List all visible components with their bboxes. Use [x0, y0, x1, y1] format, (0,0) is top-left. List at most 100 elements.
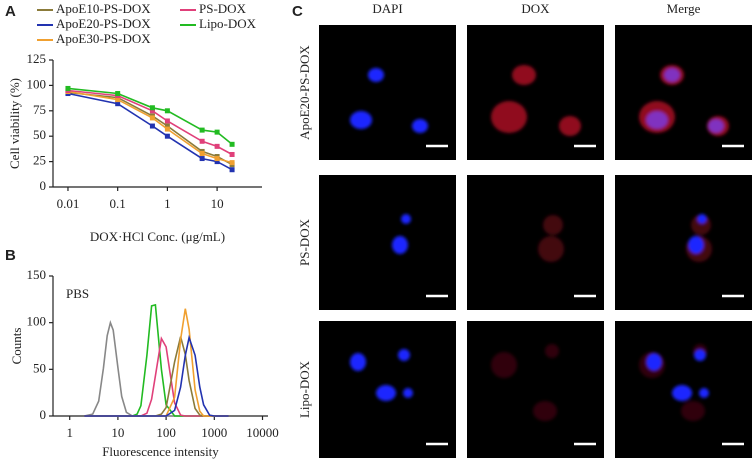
data-point [214, 159, 220, 165]
cells [538, 215, 564, 262]
nucleus [699, 388, 709, 398]
legend-label: PS-DOX [199, 1, 247, 16]
nucleus [697, 214, 707, 224]
nucleus [708, 119, 724, 133]
data-point [214, 129, 220, 135]
row-label: Lipo-DOX [297, 360, 312, 418]
cell-red [559, 116, 581, 136]
x-tick-label: 10000 [246, 425, 279, 440]
x-tick-label: 0.01 [57, 196, 80, 211]
cell-red [533, 401, 557, 421]
nucleus [412, 119, 428, 133]
nucleus [403, 388, 413, 398]
cell-red [681, 401, 705, 421]
y-axis-label: Cell viability (%) [7, 78, 22, 169]
cell-red [512, 65, 536, 85]
data-point [199, 156, 205, 162]
cells [686, 214, 712, 262]
data-point [149, 105, 155, 111]
nucleus [350, 353, 366, 371]
data-point [164, 123, 170, 129]
micrograph [319, 175, 456, 310]
y-tick-label: 125 [27, 51, 47, 66]
nucleus [694, 349, 706, 361]
cells [491, 65, 581, 136]
cell-red [491, 352, 517, 378]
y-tick-label: 25 [33, 153, 46, 168]
series-line [84, 334, 229, 417]
data-point [164, 108, 170, 114]
cells [350, 68, 428, 133]
y-tick-label: 150 [27, 267, 47, 282]
micrograph [615, 175, 752, 310]
micrograph [615, 25, 752, 160]
x-tick-label: 1000 [201, 425, 227, 440]
data-point [229, 141, 235, 147]
data-point [229, 167, 235, 173]
x-axis-label: DOX·HCl Conc. (μg/mL) [90, 229, 225, 244]
legend-label: Lipo-DOX [199, 16, 257, 31]
data-point [164, 133, 170, 139]
column-header: DAPI [372, 1, 402, 16]
nucleus [350, 111, 372, 129]
nucleus [392, 236, 408, 254]
data-point [115, 97, 121, 103]
cell-red [543, 215, 563, 235]
data-point [199, 150, 205, 156]
nucleus [688, 236, 704, 254]
legend-label: ApoE30-PS-DOX [56, 31, 151, 46]
data-point [214, 156, 220, 162]
micrograph [467, 25, 604, 160]
data-point [115, 101, 121, 107]
data-point [199, 127, 205, 133]
y-tick-label: 100 [27, 314, 47, 329]
data-point [229, 160, 235, 166]
row-label: ApoE20-PS-DOX [297, 45, 312, 140]
micrograph [467, 321, 604, 458]
panel-label: C [292, 3, 303, 20]
data-point [149, 123, 155, 129]
data-point [115, 91, 121, 97]
micrograph [319, 25, 456, 160]
cells [491, 344, 559, 421]
data-point [214, 143, 220, 149]
cells [639, 65, 729, 136]
x-tick-label: 1 [164, 196, 171, 211]
nucleus [376, 385, 396, 401]
data-point [164, 118, 170, 124]
cell-red [538, 236, 564, 262]
y-tick-label: 75 [33, 102, 46, 117]
data-point [199, 138, 205, 144]
x-tick-label: 10 [111, 425, 124, 440]
column-header: DOX [521, 1, 550, 16]
data-point [65, 85, 71, 91]
data-point [149, 115, 155, 121]
nucleus [664, 68, 680, 82]
nucleus [672, 385, 692, 401]
cell-red [491, 101, 527, 133]
legend-label: ApoE20-PS-DOX [56, 16, 151, 31]
panel-label: A [5, 3, 16, 20]
y-tick-label: 0 [40, 407, 47, 422]
y-tick-label: 50 [33, 360, 46, 375]
y-axis-label: Counts [9, 328, 24, 365]
cells [639, 344, 709, 421]
cells [350, 349, 413, 401]
nucleus [398, 349, 410, 361]
x-tick-label: 100 [156, 425, 176, 440]
y-tick-label: 50 [33, 127, 46, 142]
cell-red [545, 344, 559, 358]
cells [392, 214, 411, 254]
series-line [84, 303, 229, 417]
nucleus [646, 111, 668, 129]
nucleus [401, 214, 411, 224]
micrograph [467, 175, 604, 310]
y-tick-label: 100 [27, 76, 47, 91]
data-point [149, 108, 155, 114]
data-point [229, 151, 235, 157]
x-tick-label: 10 [211, 196, 224, 211]
x-axis-label: Fluorescence intensity [102, 444, 219, 459]
x-tick-label: 0.1 [110, 196, 126, 211]
panel-label: B [5, 247, 16, 264]
